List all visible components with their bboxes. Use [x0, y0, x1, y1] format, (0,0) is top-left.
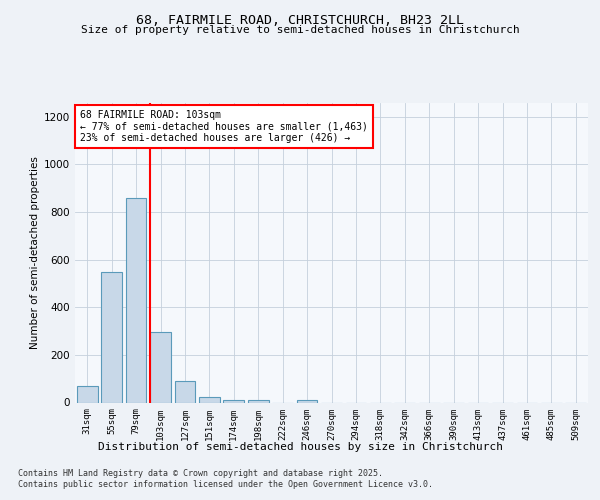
Text: 68, FAIRMILE ROAD, CHRISTCHURCH, BH23 2LL: 68, FAIRMILE ROAD, CHRISTCHURCH, BH23 2L… [136, 14, 464, 27]
Bar [199, 396, 220, 402]
Bar [175, 381, 196, 402]
Bar [77, 386, 98, 402]
Bar [150, 332, 171, 402]
Y-axis label: Number of semi-detached properties: Number of semi-detached properties [30, 156, 40, 349]
Text: Contains HM Land Registry data © Crown copyright and database right 2025.: Contains HM Land Registry data © Crown c… [18, 469, 383, 478]
Text: Size of property relative to semi-detached houses in Christchurch: Size of property relative to semi-detach… [80, 25, 520, 35]
Bar [101, 272, 122, 402]
Bar [248, 400, 269, 402]
Bar [296, 400, 317, 402]
Bar [125, 198, 146, 402]
Text: Contains public sector information licensed under the Open Government Licence v3: Contains public sector information licen… [18, 480, 433, 489]
Bar [223, 400, 244, 402]
Text: 68 FAIRMILE ROAD: 103sqm
← 77% of semi-detached houses are smaller (1,463)
23% o: 68 FAIRMILE ROAD: 103sqm ← 77% of semi-d… [80, 110, 368, 143]
Text: Distribution of semi-detached houses by size in Christchurch: Distribution of semi-detached houses by … [97, 442, 503, 452]
